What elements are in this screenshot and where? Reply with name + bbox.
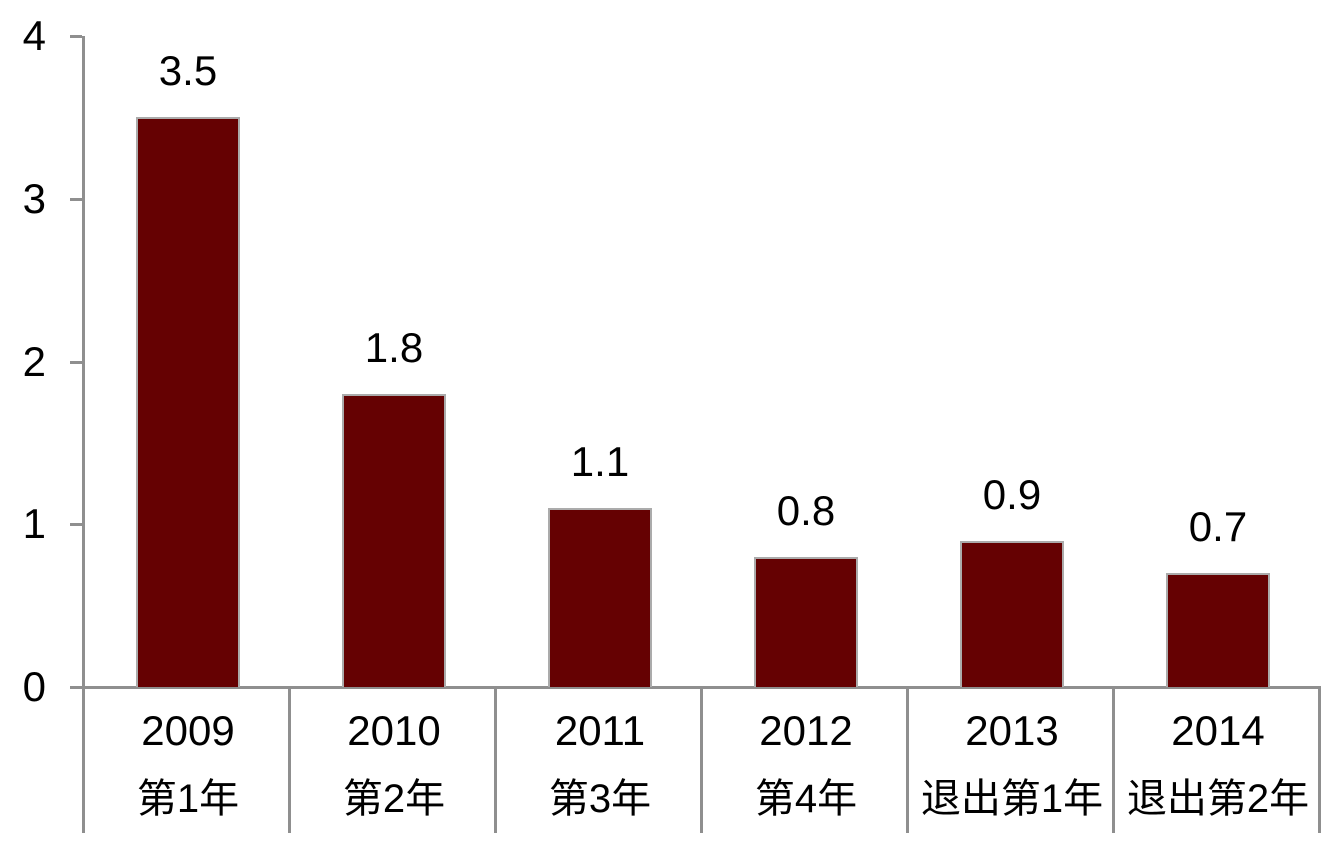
category-divider-line (1112, 687, 1115, 833)
category-divider-line (494, 687, 497, 833)
bar (548, 507, 652, 687)
y-axis-tick (70, 197, 82, 201)
bar-value-label: 3.5 (158, 47, 218, 95)
bar (1166, 573, 1270, 687)
y-axis-tick (70, 35, 82, 38)
category-stage-label: 第2年 (342, 777, 446, 821)
category-year-label: 2009 (141, 707, 235, 754)
y-axis-tick (70, 360, 82, 364)
category-year-label: 2013 (965, 707, 1059, 754)
y-axis-line (82, 36, 85, 833)
category-year-label: 2011 (554, 707, 646, 754)
y-tick-label: 0 (22, 663, 46, 710)
category-divider-line (700, 687, 703, 833)
bar (960, 540, 1064, 687)
bar (754, 556, 858, 687)
bar (342, 394, 446, 687)
bar-value-label: 0.7 (1188, 503, 1248, 551)
y-tick-label: 1 (22, 500, 46, 548)
y-tick-label: 4 (22, 12, 46, 59)
category-stage-label: 退出第2年 (1126, 777, 1310, 821)
y-tick-label: 3 (22, 174, 46, 222)
y-tick-label: 2 (22, 337, 46, 385)
y-axis-tick (70, 523, 82, 527)
bar (136, 117, 240, 687)
category-year-label: 2012 (759, 707, 853, 754)
category-stage-label: 退出第1年 (920, 777, 1104, 821)
bar-value-label: 0.8 (776, 486, 836, 534)
category-year-label: 2014 (1171, 707, 1265, 754)
category-divider-line (1318, 687, 1321, 833)
category-year-label: 2010 (347, 707, 441, 754)
bar-value-label: 1.1 (570, 437, 630, 485)
bar-value-label: 0.9 (982, 470, 1042, 518)
category-divider-line (288, 687, 291, 833)
bar-value-label: 1.8 (364, 324, 424, 372)
x-axis-baseline (70, 686, 1321, 689)
category-divider-line (906, 687, 909, 833)
category-stage-label: 第3年 (548, 777, 652, 821)
category-stage-label: 第4年 (754, 777, 858, 821)
category-stage-label: 第1年 (136, 777, 240, 821)
